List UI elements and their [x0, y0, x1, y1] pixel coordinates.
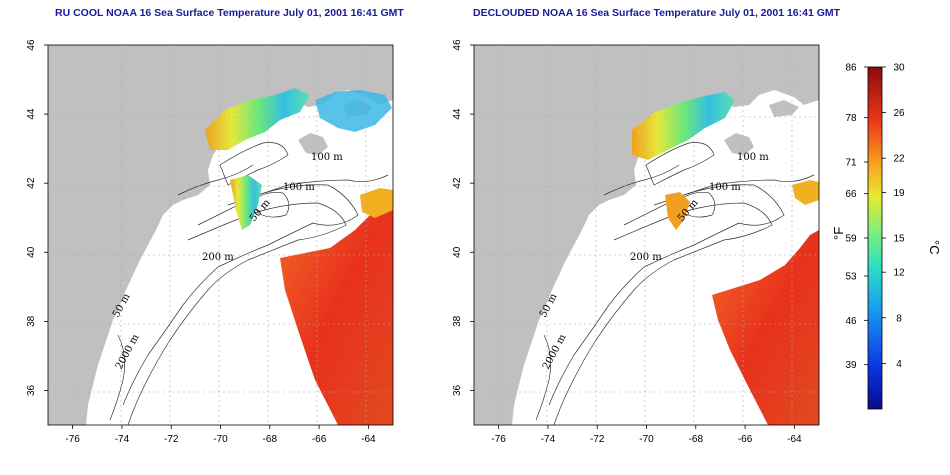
- left-x-tick-label: -76: [65, 434, 80, 445]
- right-warm-sst-edge: [792, 180, 819, 205]
- fahrenheit-tick-label: 66: [845, 189, 857, 200]
- left-map-panel: 100 m 100 m 50 m 200 m 50 m 2000 m: [47, 44, 394, 426]
- left-contour-label-200m: 200 m: [202, 252, 234, 263]
- celsius-tick-label: 15: [893, 234, 905, 245]
- celsius-tick-label: 8: [896, 313, 902, 324]
- left-y-tick-label: 36: [26, 384, 37, 396]
- left-x-tick-label: -72: [164, 434, 179, 445]
- right-y-tick-label: 42: [452, 177, 463, 189]
- left-gridlines: [48, 45, 393, 425]
- right-warm-sst-patch-south: [665, 192, 690, 230]
- celsius-tick-label: 12: [893, 268, 905, 279]
- colorbar-gradient: [867, 66, 883, 410]
- right-y-tick-label: 36: [452, 384, 463, 396]
- fahrenheit-tick-label: 46: [845, 316, 857, 327]
- right-panel-title: DECLOUDED NOAA 16 Sea Surface Temperatur…: [473, 7, 841, 19]
- left-contour-label-100m-a: 100 m: [311, 152, 343, 163]
- fahrenheit-tick-label: 39: [845, 360, 857, 371]
- right-gridlines: [474, 45, 819, 425]
- fahrenheit-unit-label: °F: [831, 227, 846, 240]
- left-x-tick-label: -66: [312, 434, 327, 445]
- left-y-tick-label: 42: [26, 177, 37, 189]
- left-cool-sst-patch: [205, 88, 310, 150]
- left-y-tick-label: 44: [26, 108, 37, 120]
- right-x-tick-label: -76: [491, 434, 506, 445]
- left-warm-sst-edge: [360, 188, 393, 218]
- left-panel-title: RU COOL NOAA 16 Sea Surface Temperature …: [55, 7, 404, 19]
- right-x-tick-label: -74: [541, 434, 556, 445]
- left-x-tick-label: -68: [263, 434, 278, 445]
- fahrenheit-tick-label: 78: [845, 113, 857, 124]
- celsius-tick-label: 22: [893, 154, 905, 165]
- fahrenheit-tick-label: 71: [845, 158, 857, 169]
- right-map-panel: 100 m 100 m 50 m 200 m 50 m 2000 m: [473, 44, 820, 426]
- right-x-tick-label: -70: [639, 434, 654, 445]
- left-cool-sst-patch-east: [315, 90, 392, 132]
- right-y-tick-label: 44: [452, 108, 463, 120]
- right-x-tick-label: -64: [787, 434, 802, 445]
- right-contour-label-100m-b: 100 m: [709, 182, 741, 193]
- left-y-tick-label: 38: [26, 315, 37, 327]
- left-cool-sst-patch-south: [230, 175, 262, 230]
- colorbar-ticks: 30 26 22 19 15 12 8 4 86 78 71 66 59 53 46 39: [845, 63, 905, 372]
- fahrenheit-tick-label: 59: [845, 234, 857, 245]
- left-x-tick-label: -64: [361, 434, 376, 445]
- map-axis-ticks: -76 -74 -72 -70 -68 -66 -64 46 44 42 40 38 36 -76 -74 -…: [26, 39, 802, 445]
- right-x-tick-label: -68: [689, 434, 704, 445]
- celsius-tick-label: 4: [896, 359, 902, 370]
- right-y-tick-label: 40: [452, 246, 463, 258]
- right-x-tick-label: -66: [738, 434, 753, 445]
- right-contour-label-200m: 200 m: [630, 252, 662, 263]
- right-x-tick-label: -72: [590, 434, 605, 445]
- fahrenheit-tick-label: 86: [845, 63, 857, 74]
- left-x-tick-label: -74: [115, 434, 130, 445]
- right-cool-sst-patch: [632, 92, 735, 160]
- left-y-tick-label: 40: [26, 246, 37, 258]
- left-warm-sst-patch: [280, 190, 393, 425]
- celsius-tick-label: 19: [893, 188, 905, 199]
- left-y-tick-label: 46: [26, 39, 37, 51]
- fahrenheit-tick-label: 53: [845, 272, 857, 283]
- left-x-tick-label: -70: [213, 434, 228, 445]
- celsius-unit-label: °C: [927, 240, 942, 255]
- celsius-tick-label: 26: [893, 108, 905, 119]
- right-y-tick-label: 46: [452, 39, 463, 51]
- sst-colorbar: 30 26 22 19 15 12 8 4 86 78 71 66 59 53 46 39 °F °C: [831, 63, 942, 410]
- right-contour-label-100m-a: 100 m: [737, 152, 769, 163]
- left-contour-label-100m-b: 100 m: [283, 182, 315, 193]
- celsius-tick-label: 30: [893, 63, 905, 74]
- right-y-tick-label: 38: [452, 315, 463, 327]
